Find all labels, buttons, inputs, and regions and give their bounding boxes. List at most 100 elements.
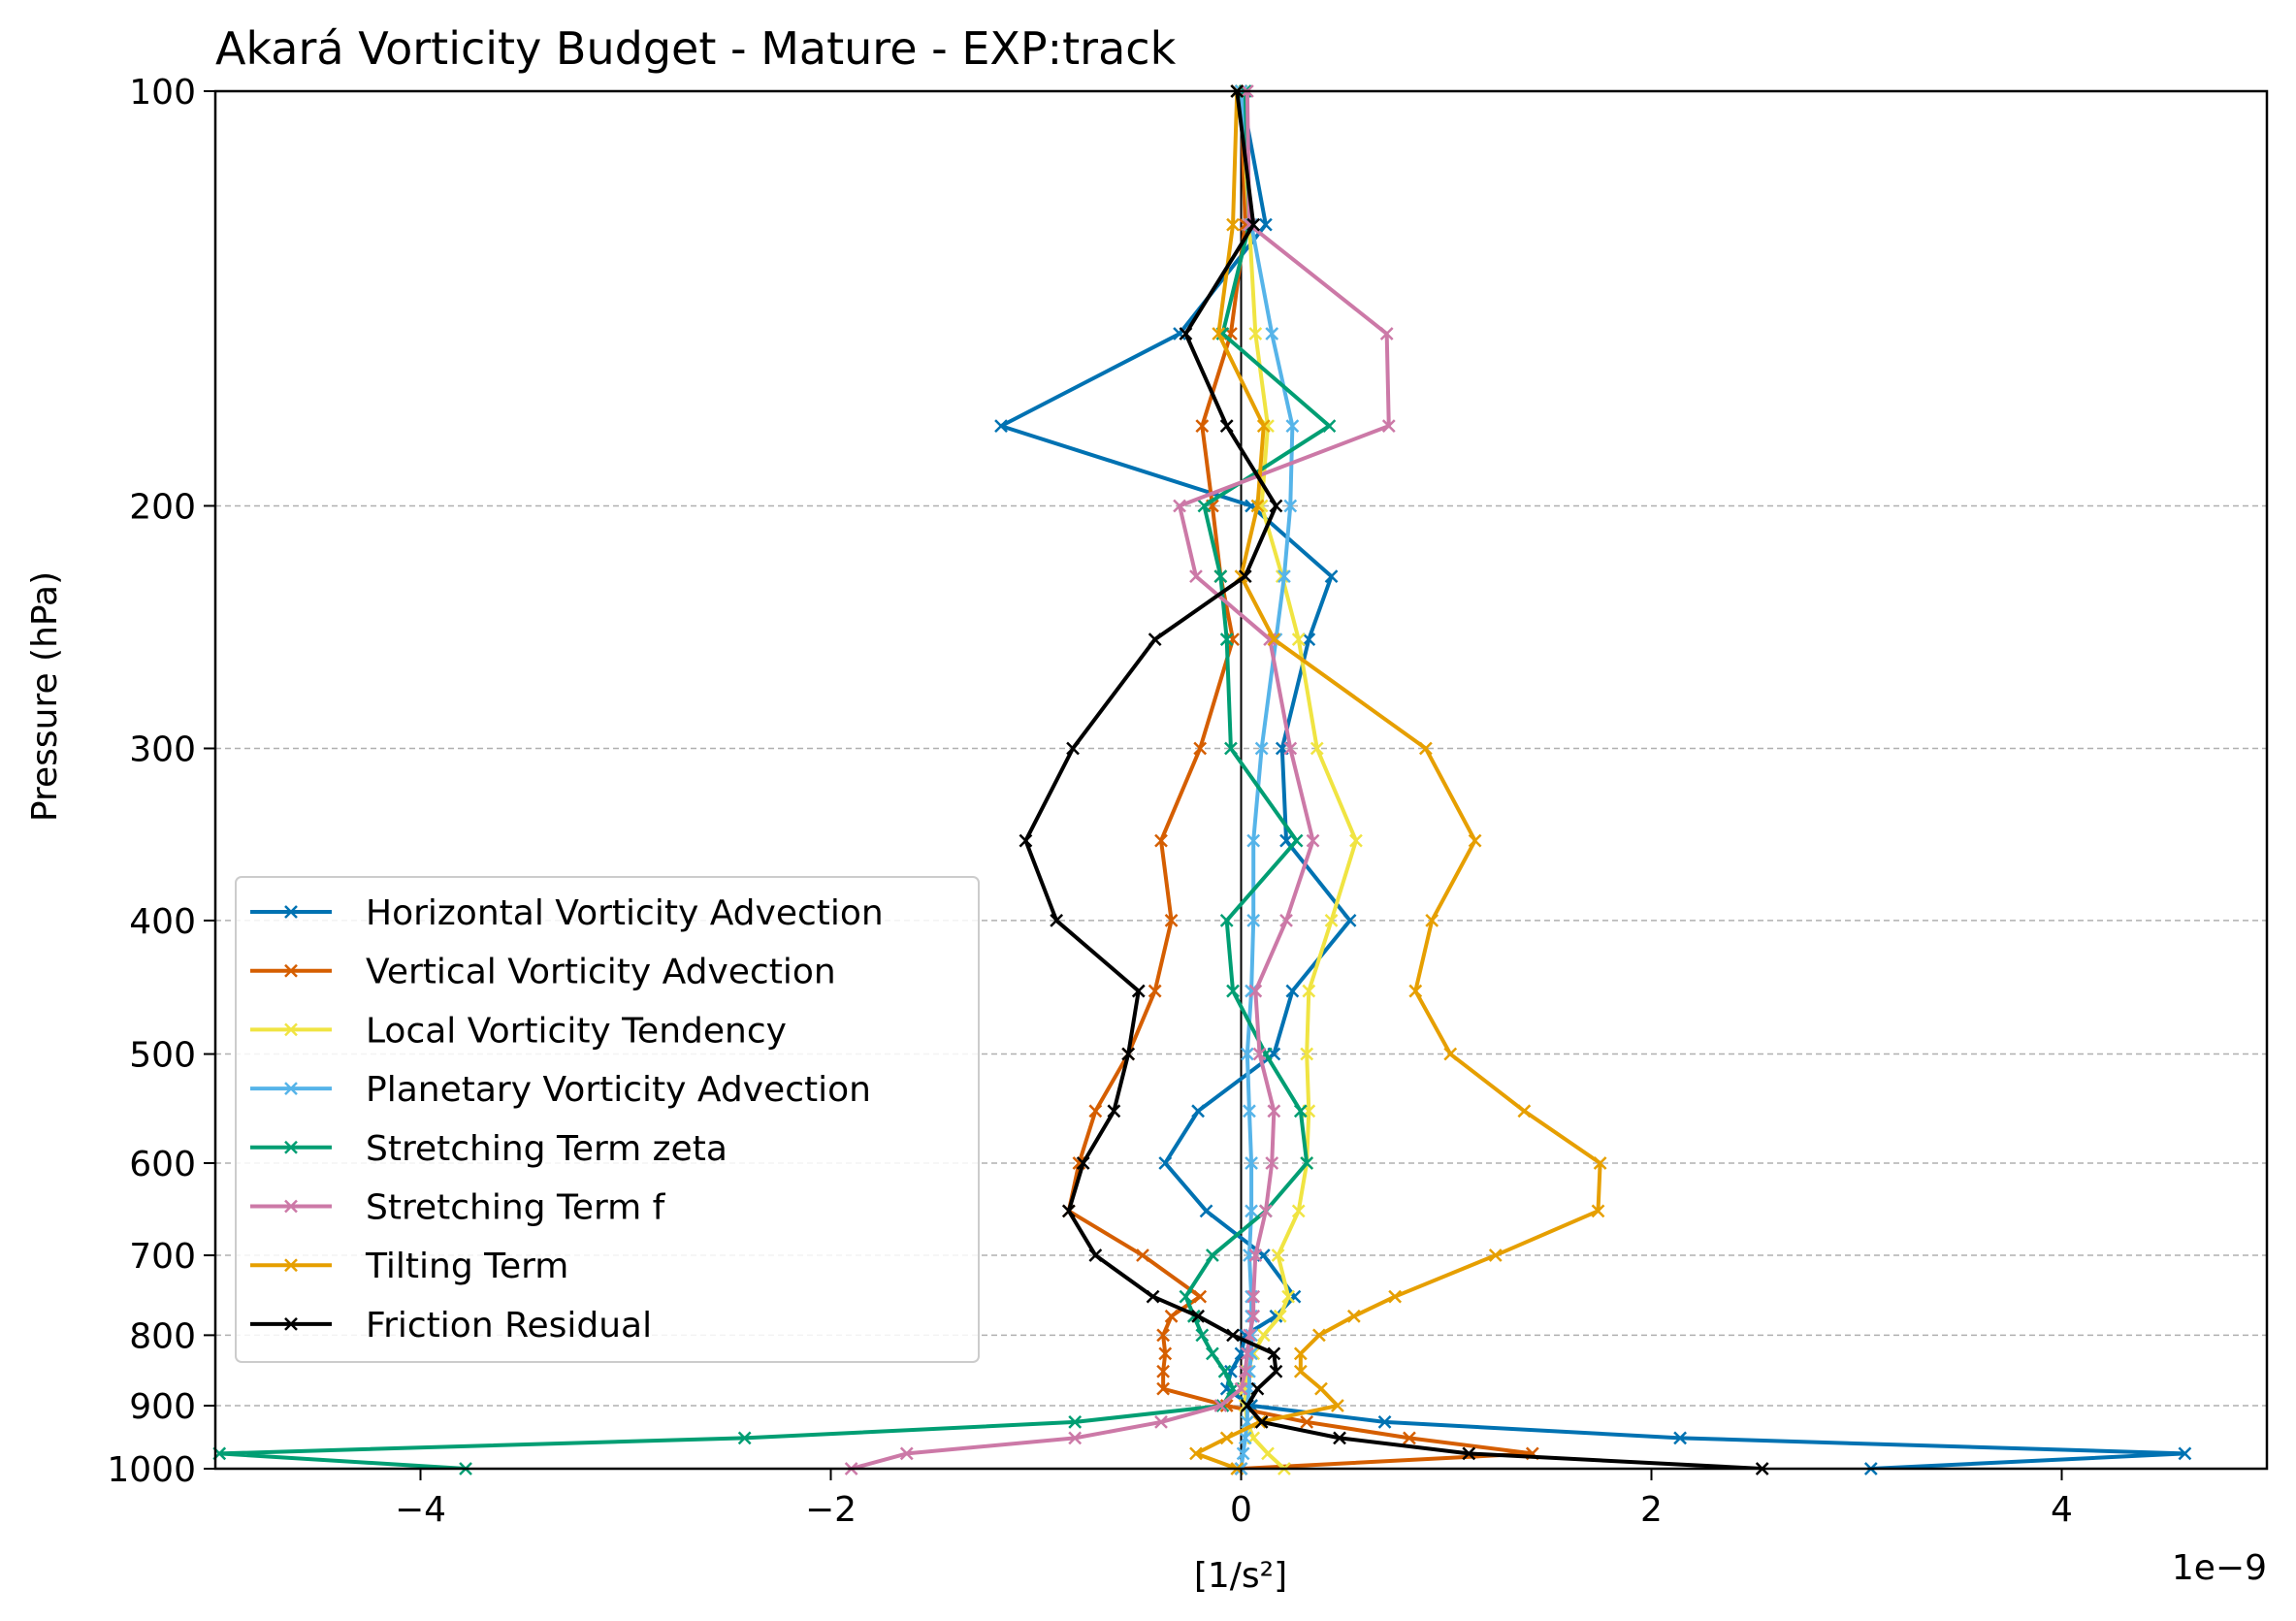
data-point-marker bbox=[1314, 1381, 1328, 1396]
series-tilting-term bbox=[1189, 84, 1607, 1475]
data-point-marker bbox=[1245, 1156, 1258, 1170]
data-point-marker bbox=[1408, 984, 1423, 998]
legend-item: Horizontal Vorticity Advection bbox=[250, 893, 884, 933]
y-tick-label: 600 bbox=[129, 1145, 196, 1184]
y-tick-label: 200 bbox=[129, 487, 196, 527]
data-point-marker bbox=[1333, 1431, 1346, 1445]
data-point-marker bbox=[1267, 1346, 1281, 1361]
data-point-marker bbox=[1179, 327, 1193, 340]
data-point-marker bbox=[899, 1446, 914, 1461]
data-point-marker bbox=[1240, 1399, 1254, 1412]
series-stretching-term-f bbox=[844, 84, 1396, 1475]
data-point-marker bbox=[1331, 1399, 1344, 1412]
data-point-marker bbox=[1193, 1289, 1208, 1304]
data-point-marker bbox=[1248, 1248, 1263, 1262]
legend-item: Local Vorticity Tendency bbox=[250, 1011, 787, 1051]
data-point-marker bbox=[1349, 833, 1363, 848]
data-point-marker bbox=[1277, 569, 1291, 583]
data-point-marker bbox=[1279, 833, 1293, 848]
data-point-marker bbox=[1189, 1446, 1203, 1461]
data-point-marker bbox=[1285, 984, 1300, 998]
y-tick-label: 300 bbox=[129, 730, 196, 770]
data-point-marker bbox=[1246, 1309, 1261, 1323]
data-point-marker bbox=[1107, 1104, 1121, 1118]
legend-label: Tilting Term bbox=[365, 1247, 568, 1286]
data-point-marker bbox=[1291, 632, 1306, 646]
data-point-marker bbox=[1224, 741, 1238, 756]
data-point-marker bbox=[1254, 1415, 1269, 1429]
x-tick-label: 2 bbox=[1640, 1490, 1663, 1530]
data-point-marker bbox=[1212, 327, 1226, 340]
data-point-marker bbox=[1156, 1328, 1171, 1343]
data-point-marker bbox=[1154, 833, 1168, 848]
chart-title: Akará Vorticity Budget - Mature - EXP:tr… bbox=[215, 22, 1177, 75]
data-point-marker bbox=[1076, 1156, 1090, 1170]
data-point-marker bbox=[1418, 741, 1433, 756]
data-point-marker bbox=[1191, 1309, 1205, 1323]
data-point-marker bbox=[1377, 1415, 1392, 1429]
data-point-marker bbox=[1066, 741, 1080, 756]
data-point-marker bbox=[1164, 914, 1179, 927]
data-point-marker bbox=[1248, 327, 1263, 340]
data-point-marker bbox=[1238, 1364, 1252, 1378]
data-point-marker bbox=[1238, 569, 1252, 583]
data-point-marker bbox=[1306, 833, 1320, 848]
data-point-marker bbox=[1267, 1104, 1281, 1118]
data-point-marker bbox=[1206, 1248, 1219, 1262]
data-point-marker bbox=[1136, 1248, 1149, 1262]
data-point-marker bbox=[1217, 1364, 1232, 1378]
data-point-marker bbox=[1250, 499, 1265, 513]
data-point-marker bbox=[1236, 1446, 1250, 1461]
data-point-marker bbox=[1300, 1415, 1314, 1429]
x-axis-offset-label: 1e−9 bbox=[2172, 1548, 2267, 1588]
legend-item: Stretching Term zeta bbox=[250, 1129, 728, 1169]
legend-item: Stretching Term f bbox=[250, 1188, 666, 1228]
data-point-marker bbox=[1256, 419, 1271, 433]
data-point-marker bbox=[1179, 1289, 1193, 1304]
y-tick-label: 100 bbox=[129, 73, 196, 113]
data-point-marker bbox=[1293, 1364, 1308, 1378]
legend: Horizontal Vorticity Advection Vertical V… bbox=[235, 876, 980, 1363]
data-point-marker bbox=[1324, 569, 1339, 583]
data-point-marker bbox=[1019, 833, 1033, 848]
data-point-marker bbox=[1254, 741, 1269, 756]
data-point-marker bbox=[1302, 632, 1316, 646]
data-point-marker bbox=[1269, 499, 1283, 513]
legend-swatch-marker bbox=[284, 1317, 298, 1331]
data-point-marker bbox=[1219, 632, 1234, 646]
data-point-marker bbox=[1593, 1156, 1607, 1170]
legend-item: Friction Residual bbox=[250, 1306, 652, 1345]
data-point-marker bbox=[1131, 984, 1146, 998]
data-point-marker bbox=[1199, 1204, 1213, 1218]
data-point-marker bbox=[1258, 217, 1273, 232]
data-point-marker bbox=[1256, 1328, 1271, 1343]
data-point-marker bbox=[1121, 1047, 1136, 1061]
data-point-marker bbox=[1243, 1104, 1256, 1118]
legend-swatch-marker bbox=[284, 963, 298, 978]
data-point-marker bbox=[1213, 569, 1228, 583]
data-point-marker bbox=[1302, 984, 1316, 998]
series-friction-residual bbox=[1019, 84, 1769, 1475]
data-point-marker bbox=[1279, 914, 1293, 927]
data-point-marker bbox=[1240, 1047, 1254, 1061]
data-point-marker bbox=[1213, 1399, 1228, 1412]
data-point-marker bbox=[1173, 499, 1186, 513]
x-axis-ticks: −4 −2 0 2 4 bbox=[395, 1469, 2073, 1530]
data-point-marker bbox=[1517, 1104, 1532, 1118]
data-point-marker bbox=[1197, 499, 1212, 513]
legend-swatch-marker bbox=[284, 1022, 298, 1037]
data-point-marker bbox=[1189, 569, 1203, 583]
x-tick-label: −4 bbox=[395, 1490, 446, 1530]
y-axis-label: Pressure (hPa) bbox=[25, 571, 65, 822]
data-point-marker bbox=[994, 419, 1008, 433]
legend-swatch-marker bbox=[284, 1082, 298, 1095]
legend-item: Vertical Vorticity Advection bbox=[250, 953, 836, 992]
legend-label: Horizontal Vorticity Advection bbox=[366, 893, 884, 933]
data-point-marker bbox=[737, 1431, 752, 1445]
legend-swatch-marker bbox=[284, 1140, 298, 1154]
data-point-marker bbox=[1245, 1204, 1258, 1218]
x-tick-label: 0 bbox=[1230, 1490, 1252, 1530]
data-point-marker bbox=[1267, 632, 1281, 646]
y-tick-label: 400 bbox=[129, 902, 196, 942]
